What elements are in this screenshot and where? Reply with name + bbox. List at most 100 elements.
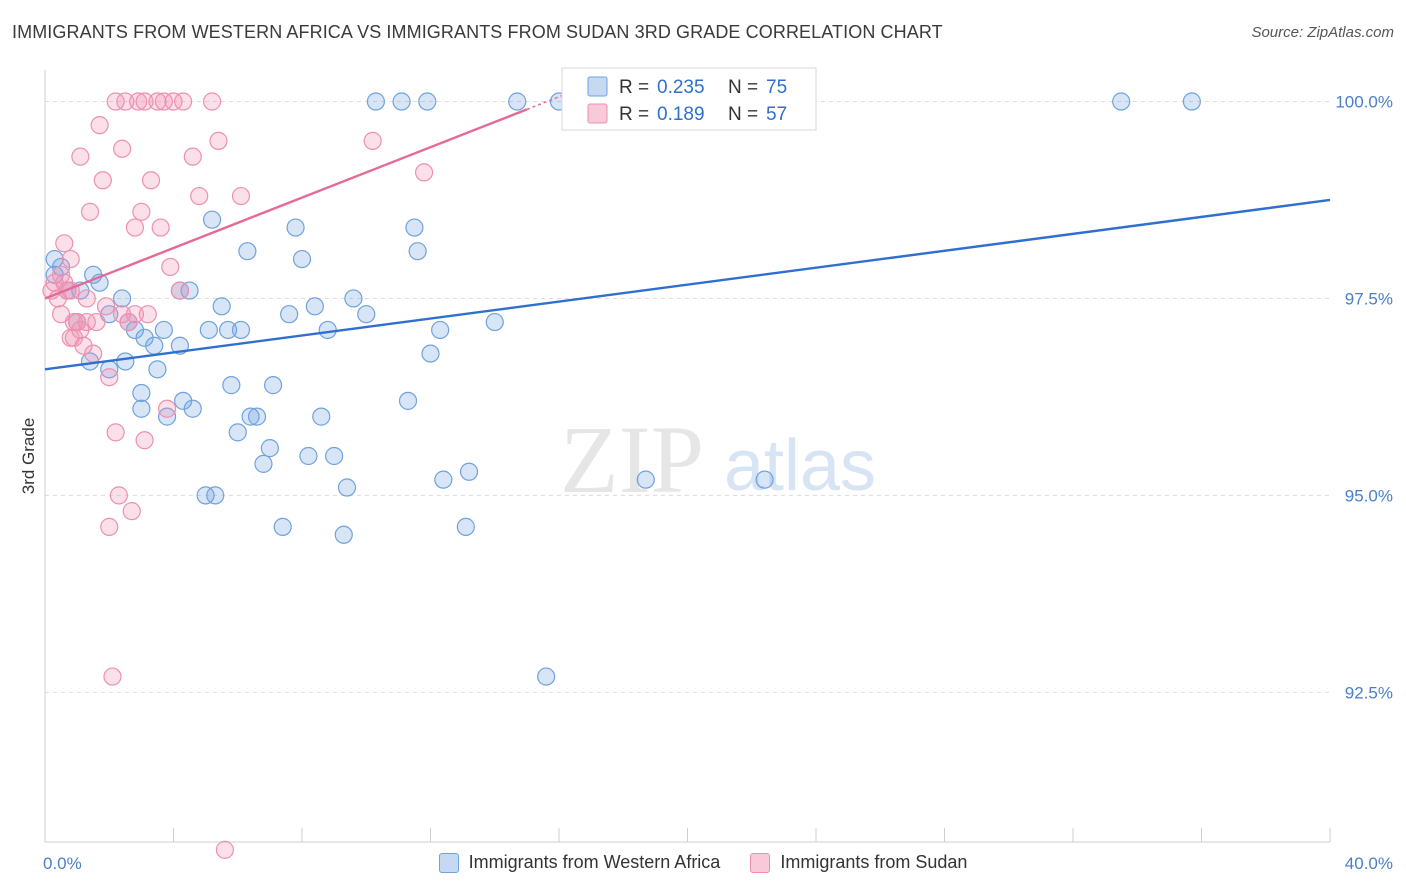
point-1-57 — [363, 131, 382, 150]
point-1-59 — [100, 517, 119, 536]
point-0-40 — [273, 517, 292, 536]
point-0-18 — [154, 320, 173, 340]
legend-swatch-sudan — [750, 852, 771, 873]
axes — [44, 70, 1331, 843]
point-0-45 — [305, 297, 324, 316]
point-1-29 — [109, 486, 128, 505]
point-0-52 — [357, 305, 376, 324]
point-1-35 — [125, 218, 145, 237]
point-1-51 — [183, 147, 202, 166]
x-tick-label-1: 40.0% — [1345, 854, 1393, 873]
point-0-64 — [485, 312, 504, 332]
point-1-41 — [138, 305, 157, 324]
point-1-25 — [100, 368, 119, 387]
point-0-30 — [219, 320, 238, 340]
point-1-38 — [132, 202, 151, 221]
point-1-45 — [154, 92, 173, 111]
point-1-27 — [106, 92, 125, 111]
legend-n-label-1: N = — [728, 104, 758, 125]
watermark-zip: ZIP — [560, 406, 704, 513]
point-0-61 — [434, 470, 453, 489]
legend: R = 0.235 N = 75 R = 0.189 N = 57 — [561, 67, 817, 131]
point-0-39 — [263, 376, 283, 395]
point-0-33 — [231, 320, 251, 340]
point-1-6 — [55, 234, 74, 253]
point-1-23 — [93, 171, 112, 190]
point-1-56 — [231, 186, 251, 206]
point-0-29 — [212, 297, 231, 316]
point-1-28 — [106, 423, 125, 442]
point-1-44 — [151, 218, 170, 237]
point-0-55 — [398, 391, 418, 410]
data-points — [42, 92, 1201, 859]
point-0-54 — [392, 92, 411, 111]
point-0-72 — [1182, 92, 1201, 111]
point-1-22 — [90, 116, 109, 135]
point-0-57 — [408, 242, 427, 261]
point-1-20 — [84, 344, 103, 363]
point-0-49 — [334, 525, 353, 544]
point-0-63 — [459, 462, 479, 481]
legend-item-sudan: Immigrants from Sudan — [750, 852, 967, 873]
point-1-18 — [77, 289, 96, 308]
point-0-53 — [366, 92, 385, 111]
point-0-70 — [755, 470, 774, 489]
legend-r-label-1: R = — [619, 104, 649, 125]
point-0-23 — [180, 281, 199, 300]
point-1-42 — [141, 171, 161, 190]
legend-n-label-0: N = — [728, 77, 758, 98]
point-1-36 — [125, 305, 145, 324]
point-0-31 — [222, 376, 241, 395]
legend-label-western-africa: Immigrants from Western Africa — [468, 852, 721, 872]
legend-swatch-western-africa — [438, 852, 459, 873]
point-0-51 — [344, 289, 363, 308]
y-tick-label-0: 92.5% — [1345, 683, 1393, 702]
point-0-66 — [537, 667, 556, 686]
point-1-37 — [129, 92, 148, 111]
point-0-25 — [196, 486, 215, 505]
legend-r-value-1: 0.189 — [657, 104, 705, 125]
point-1-52 — [190, 186, 209, 206]
point-0-43 — [292, 249, 312, 269]
point-0-19 — [157, 407, 177, 426]
legend-label-sudan: Immigrants from Sudan — [780, 852, 968, 872]
point-1-50 — [174, 92, 193, 111]
point-1-32 — [116, 92, 135, 111]
point-0-37 — [254, 454, 273, 473]
point-1-40 — [135, 431, 154, 450]
point-1-47 — [161, 257, 180, 277]
legend-n-value-1: 57 — [766, 104, 787, 125]
legend-box-swatch-0 — [587, 76, 608, 97]
chart-title: IMMIGRANTS FROM WESTERN AFRICA VS IMMIGR… — [12, 22, 943, 42]
watermark-atlas: atlas — [724, 426, 876, 506]
point-0-46 — [312, 407, 331, 426]
point-1-17 — [77, 312, 96, 332]
point-0-34 — [238, 242, 257, 261]
point-0-32 — [228, 423, 247, 442]
point-1-55 — [215, 840, 234, 859]
point-0-47 — [318, 320, 337, 340]
point-0-69 — [636, 470, 655, 489]
source-label: Source: ZipAtlas.com — [1251, 24, 1394, 41]
point-1-26 — [103, 667, 122, 686]
legend-box-swatch-1 — [587, 103, 608, 124]
point-0-12 — [116, 352, 135, 371]
point-1-48 — [164, 92, 183, 111]
legend-r-label-0: R = — [619, 77, 649, 98]
point-0-9 — [112, 289, 132, 308]
point-0-42 — [286, 218, 305, 237]
point-0-48 — [325, 446, 344, 466]
point-1-34 — [122, 502, 141, 521]
point-0-36 — [247, 407, 267, 426]
point-1-31 — [112, 139, 132, 158]
point-0-26 — [199, 320, 218, 340]
point-0-65 — [508, 92, 527, 111]
y-tick-label-3: 100.0% — [1335, 93, 1393, 112]
watermark: ZIP atlas — [560, 406, 876, 513]
y-tick-label-2: 97.5% — [1345, 289, 1393, 308]
point-1-53 — [202, 92, 222, 111]
point-0-27 — [202, 210, 222, 229]
point-0-62 — [456, 517, 475, 536]
point-0-71 — [1112, 92, 1131, 111]
